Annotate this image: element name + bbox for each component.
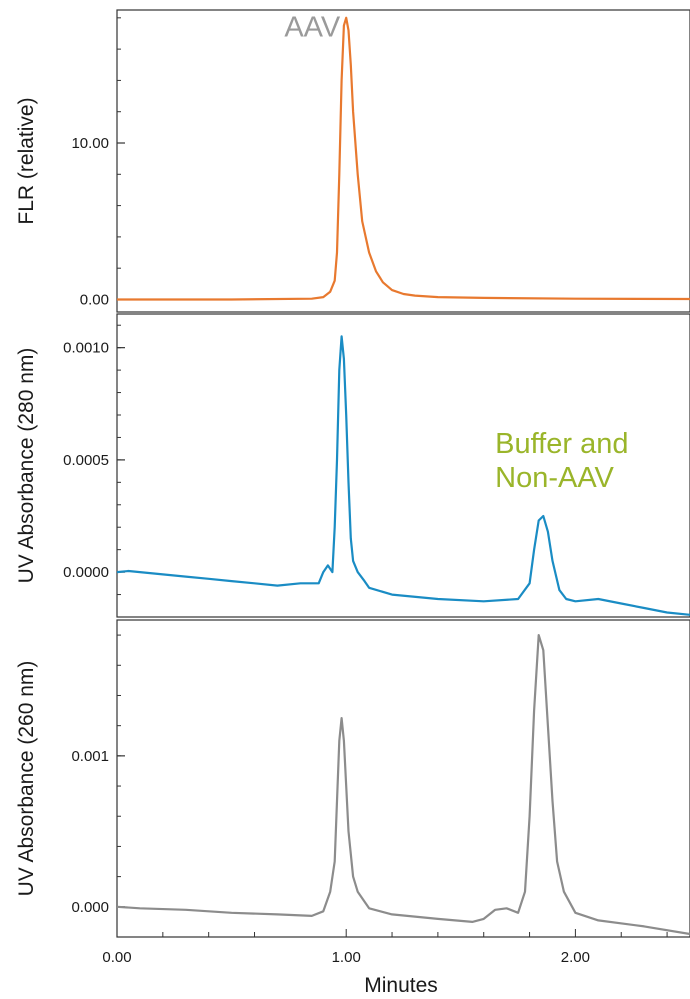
- series-line-2: [116, 335, 690, 616]
- y-axis-label: UV Absorbance (260 nm): [15, 661, 38, 897]
- x-tick-label: 0.00: [102, 949, 131, 966]
- y-axis-label: UV Absorbance (280 nm): [15, 348, 38, 584]
- x-tick-label: 2.00: [561, 949, 590, 966]
- plot-frame: [116, 313, 690, 618]
- panel-2: 0.0000 0.0005 0.0010 UV Absorbance (280 nm)…: [15, 313, 690, 618]
- y-tick-label: 0.0010: [63, 340, 109, 357]
- series-line-1: [117, 16, 690, 301]
- x-tick-label: 1.00: [332, 949, 361, 966]
- y-axis-label: FLR (relative): [15, 97, 38, 224]
- chart-annotation: Buffer and Non-AAV: [495, 428, 628, 494]
- y-tick-label: 0.0005: [63, 452, 109, 469]
- y-tick-label: 0.00: [80, 291, 109, 308]
- plot-frame: [116, 619, 690, 938]
- y-tick-label: 0.0000: [63, 564, 109, 581]
- x-axis-label: Minutes: [364, 974, 438, 997]
- y-tick-label: 0.001: [71, 748, 109, 765]
- panel-1: 0.00 10.00 FLR (relative) AAV: [15, 9, 690, 313]
- chart-annotation: AAV: [284, 12, 341, 44]
- series-line-3: [116, 633, 690, 936]
- y-tick-label: 0.000: [71, 899, 109, 916]
- y-tick-label: 10.00: [71, 135, 109, 152]
- plot-frame: [116, 9, 690, 313]
- x-axis: 0.00 1.00 2.00: [102, 929, 668, 966]
- panel-3: 0.000 0.001 UV Absorbance (260 nm): [15, 619, 690, 938]
